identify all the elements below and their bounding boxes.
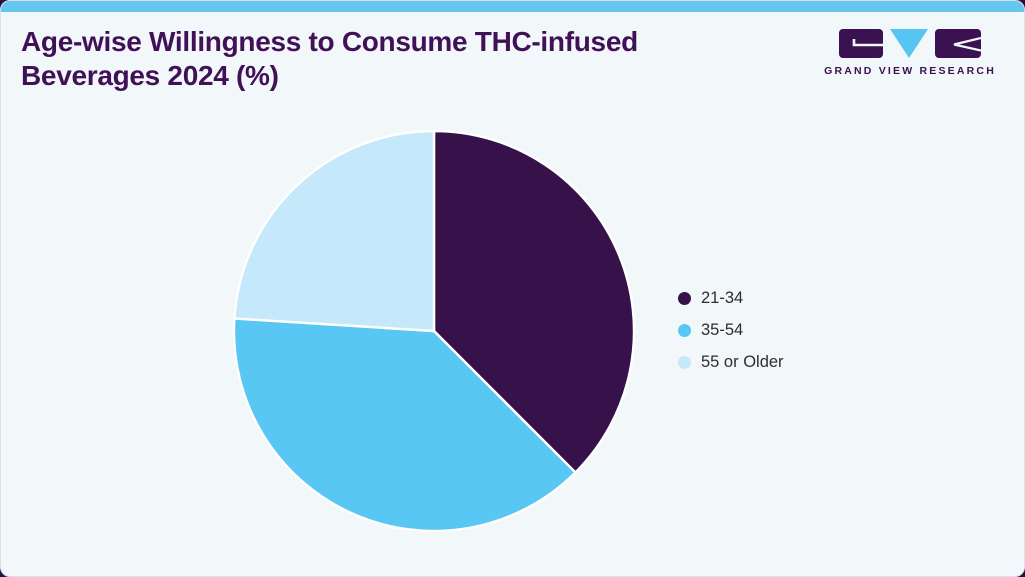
chart-legend: 21-34 35-54 55 or Older (678, 289, 784, 372)
page-title-line1: Age-wise Willingness to Consume THC-infu… (21, 26, 638, 57)
legend-label: 35-54 (701, 321, 744, 339)
gvr-logo-v-icon (890, 29, 929, 58)
gvr-logo-caption: GRAND VIEW RESEARCH (824, 65, 996, 77)
legend-item-21-34[interactable]: 21-34 (678, 289, 784, 308)
pie-slice-21-34[interactable] (432, 129, 636, 474)
pie-chart (232, 129, 636, 533)
legend-item-35-54[interactable]: 35-54 (678, 321, 784, 340)
grand-view-research-logo: GRAND VIEW RESEARCH (824, 29, 996, 77)
pie-chart-area (232, 129, 636, 533)
gvr-logo-g-icon (839, 29, 884, 58)
pie-slice-35-54[interactable] (232, 317, 577, 533)
legend-dot-icon (678, 292, 691, 305)
gvr-logo-icon (839, 29, 982, 58)
legend-dot-icon (678, 356, 691, 369)
gvr-logo-r-icon (935, 29, 982, 58)
pie-slice-55-or-older[interactable] (233, 129, 436, 333)
page-title: Age-wise Willingness to Consume THC-infu… (21, 25, 721, 93)
legend-label: 55 or Older (701, 353, 784, 371)
legend-dot-icon (678, 324, 691, 337)
page-title-line2: Beverages 2024 (%) (21, 60, 279, 92)
top-accent-bar (1, 1, 1024, 12)
legend-label: 21-34 (701, 289, 744, 307)
legend-item-55-or-older[interactable]: 55 or Older (678, 353, 784, 372)
